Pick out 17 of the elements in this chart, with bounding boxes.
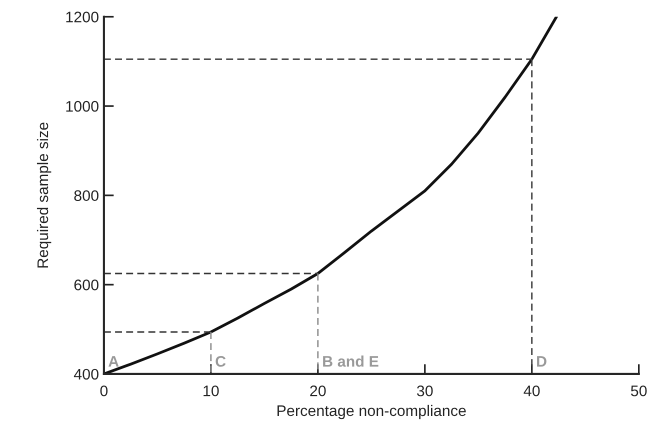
annotation: D xyxy=(537,356,546,367)
y-tick-label: 400 xyxy=(74,368,98,380)
x-tick-label: 20 xyxy=(310,385,326,396)
x-tick-label: 50 xyxy=(630,385,647,396)
annotation: A xyxy=(108,356,119,367)
y-tick-label: 1200 xyxy=(66,12,98,22)
annotation: C xyxy=(216,356,226,367)
x-axis-title: Percentage non-compliance xyxy=(278,404,466,420)
y-axis-title: Required sample size xyxy=(36,122,52,268)
x-tick-label: 0 xyxy=(100,385,108,396)
x-tick-label: 30 xyxy=(416,385,433,396)
annotation: B and E xyxy=(323,356,378,367)
y-tick-label: 600 xyxy=(74,280,98,290)
y-tick-label: 800 xyxy=(74,190,98,202)
x-tick-label: 40 xyxy=(524,385,540,396)
y-tick-label: 1000 xyxy=(66,100,98,112)
x-tick-label: 10 xyxy=(204,385,219,396)
